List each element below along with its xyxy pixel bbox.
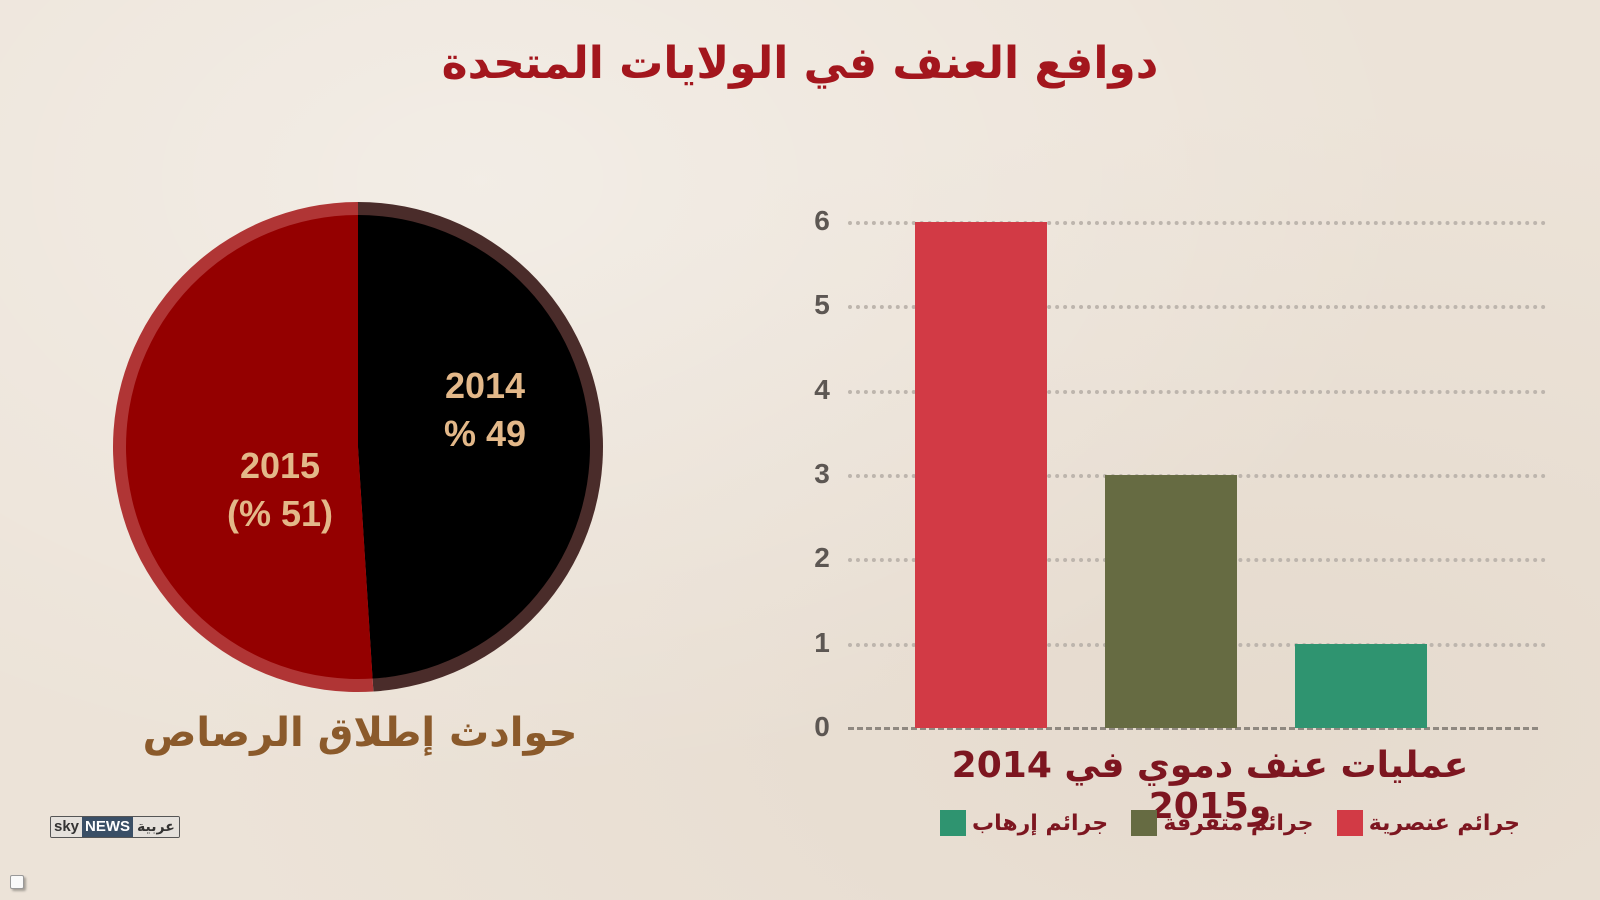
y-axis-tick-1: 1 [814,626,830,658]
legend-item: جرائم متفرقة [1131,810,1314,836]
logo-news-text: NEWS [82,817,134,837]
logo-sky-text: sky [51,817,83,837]
pie-label-value: (% 51) [226,493,334,534]
legend-swatch-icon [1336,810,1363,836]
pie-label-year: 2015 [239,445,321,486]
pie-label-2014: 2014 % 49 [385,362,585,458]
y-axis-tick-4: 4 [814,373,830,405]
y-axis-tick-0: 0 [814,711,830,742]
gridline [848,305,1546,310]
legend-item: جرائم إرهاب [940,810,1108,836]
y-axis-tick-6: 6 [814,205,830,236]
sky-news-arabia-logo: sky NEWS عربية [50,816,180,838]
pie-label-year: 2014 [444,365,526,406]
gridline [848,221,1546,225]
legend-label: جرائم عنصرية [1368,810,1520,836]
y-axis-tick-2: 2 [814,542,830,574]
bar-2 [1105,475,1237,728]
corner-square-icon [10,875,24,889]
legend-swatch-icon [1131,810,1158,836]
pie-label-2015: 2015 (% 51) [180,442,380,538]
pie-chart [108,197,608,697]
x-axis-baseline [848,727,1538,730]
bar-1 [915,222,1047,728]
legend-label: جرائم متفرقة [1163,810,1314,836]
gridline [848,389,1546,394]
y-axis-tick-5: 5 [814,289,830,321]
bar-chart: 0 1 2 3 4 5 6 [800,200,1560,760]
legend-swatch-icon [940,810,967,836]
legend-item: جرائم عنصرية [1336,810,1520,836]
bar-chart-legend: جرائم إرهاب جرائم متفرقة جرائم عنصرية [940,808,1520,838]
pie-caption: حوادث إطلاق الرصاص [142,710,578,756]
pie-slice-2014 [358,215,591,679]
pie-label-value: % 49 [443,413,527,454]
pie-chart-graphic [112,202,603,692]
bar-chart-caption: عمليات عنف دموي في 2014 و2015 [951,745,1469,827]
pie-slice-2015 [126,215,373,679]
bar-3 [1295,643,1427,728]
logo-arabic-text: عربية [133,817,179,837]
y-axis-tick-3: 3 [814,458,830,489]
legend-label: جرائم إرهاب [972,810,1109,836]
infographic-title: دوافع العنف في الولايات المتحدة [441,38,1159,89]
